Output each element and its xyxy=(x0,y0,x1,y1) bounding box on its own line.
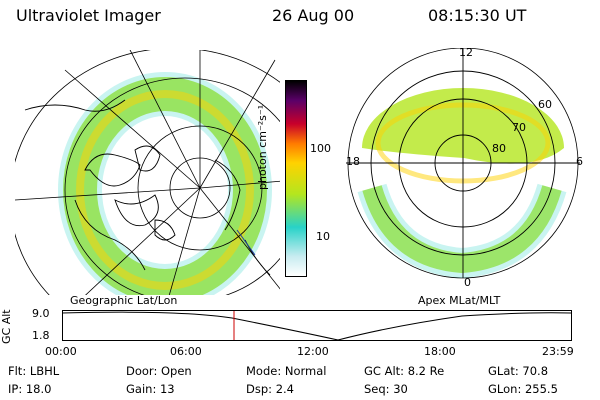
alt-ylabel: GC Alt xyxy=(0,309,13,344)
mlat-label-70: 70 xyxy=(512,121,526,134)
alt-xtick-1800: 18:00 xyxy=(424,345,456,358)
mlt-label-12: 12 xyxy=(459,46,473,59)
alt-xtick-1200: 12:00 xyxy=(297,345,329,358)
altitude-curve xyxy=(62,311,572,341)
info-mode: Mode: Normal xyxy=(246,364,327,378)
mlat-label-80: 80 xyxy=(492,142,506,155)
magnetic-polar-plot xyxy=(346,48,580,279)
colorbar-tick-100: 100 xyxy=(310,142,331,155)
geographic-map xyxy=(15,50,280,295)
geographic-caption: Geographic Lat/Lon xyxy=(70,294,178,307)
info-ip: IP: 18.0 xyxy=(8,382,52,396)
time-label: 08:15:30 UT xyxy=(428,6,527,25)
info-dsp: Dsp: 2.4 xyxy=(246,382,294,396)
alt-xtick-0600: 06:00 xyxy=(170,345,202,358)
colorbar-tick-10: 10 xyxy=(316,230,330,243)
mlt-label-18: 18 xyxy=(346,155,360,168)
info-seq: Seq: 30 xyxy=(364,382,408,396)
info-glon: GLon: 255.5 xyxy=(488,382,558,396)
alt-ytick-low: 1.8 xyxy=(32,329,50,342)
alt-xtick-0000: 00:00 xyxy=(45,345,77,358)
altitude-timeline xyxy=(62,310,572,341)
colorbar xyxy=(285,80,307,277)
mlt-label-6: 6 xyxy=(576,155,583,168)
mlat-label-60: 60 xyxy=(538,98,552,111)
info-gain: Gain: 13 xyxy=(126,382,175,396)
info-flt: Flt: LBHL xyxy=(8,364,60,378)
alt-ytick-high: 9.0 xyxy=(32,307,50,320)
colorbar-label: photon cm⁻²s⁻¹ xyxy=(256,104,269,190)
mlt-label-0: 0 xyxy=(464,276,471,289)
date-label: 26 Aug 00 xyxy=(272,6,355,25)
info-glat: GLat: 70.8 xyxy=(488,364,549,378)
imager-title: Ultraviolet Imager xyxy=(16,6,161,25)
apex-caption: Apex MLat/MLT xyxy=(418,294,501,307)
info-door: Door: Open xyxy=(126,364,192,378)
alt-xtick-2359: 23:59 xyxy=(542,345,574,358)
info-gc-alt: GC Alt: 8.2 Re xyxy=(364,364,445,378)
